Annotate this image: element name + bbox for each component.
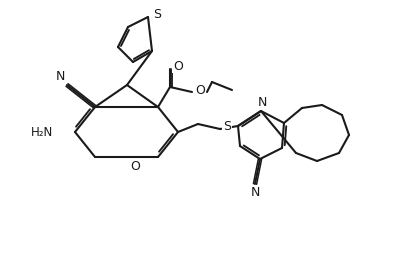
- Text: O: O: [130, 160, 140, 172]
- Text: H₂N: H₂N: [31, 125, 53, 139]
- Text: N: N: [250, 186, 260, 199]
- Text: N: N: [55, 70, 65, 84]
- Text: O: O: [195, 84, 205, 98]
- Text: O: O: [173, 59, 183, 73]
- Text: N: N: [257, 95, 267, 109]
- Text: S: S: [153, 9, 161, 21]
- Text: S: S: [223, 120, 231, 133]
